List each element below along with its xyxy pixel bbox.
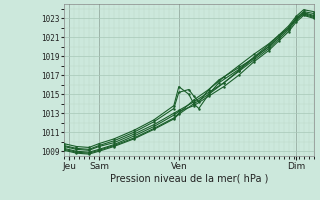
X-axis label: Pression niveau de la mer( hPa ): Pression niveau de la mer( hPa )	[110, 173, 268, 183]
